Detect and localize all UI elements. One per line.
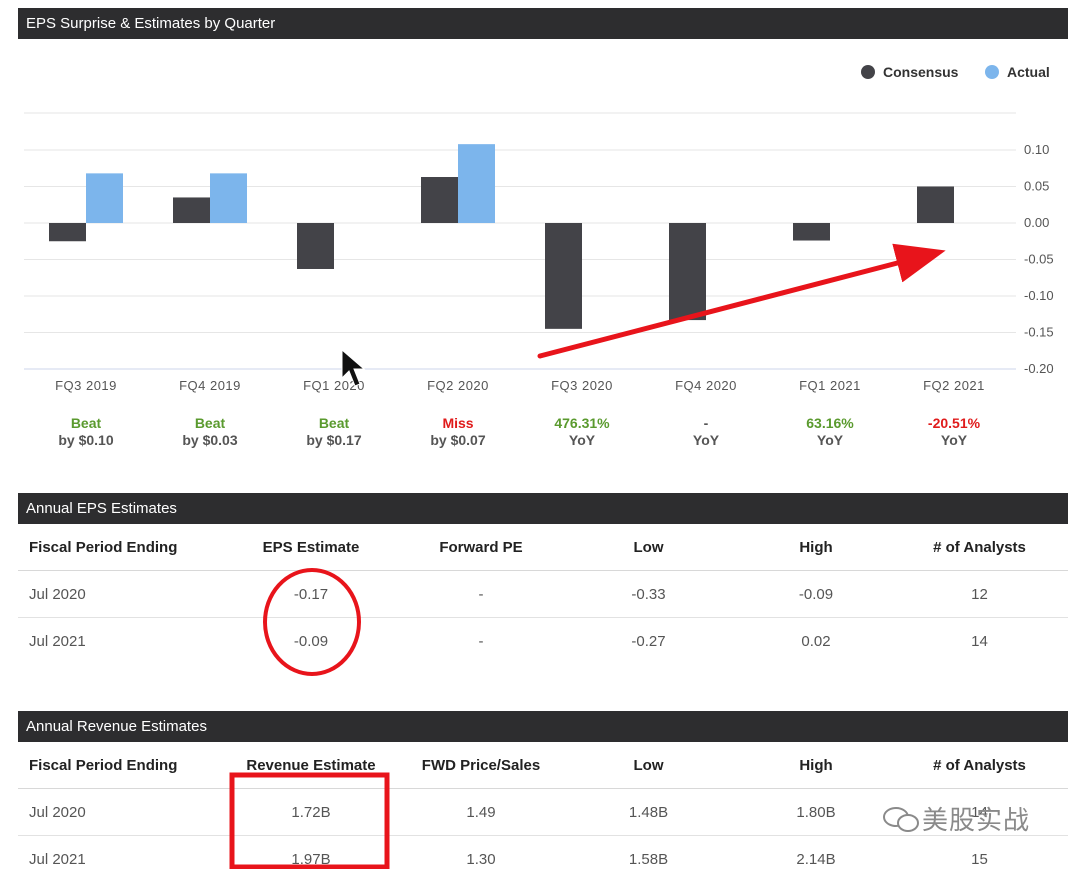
- surprise-detail-label: YoY: [569, 432, 596, 448]
- table-row: Jul 2020 -0.17 - -0.33 -0.09 12: [18, 571, 1068, 618]
- table-cell: 1.97B: [216, 836, 406, 882]
- column-header: Forward PE: [406, 524, 556, 571]
- table-header-row: Fiscal Period Ending Revenue Estimate FW…: [18, 742, 1068, 789]
- surprise-label: Miss: [442, 415, 473, 431]
- column-header: Revenue Estimate: [216, 742, 406, 789]
- x-tick-label: FQ4 2020: [675, 378, 737, 393]
- x-tick-label: FQ3 2020: [551, 378, 613, 393]
- table-cell: 0.02: [741, 618, 891, 665]
- wechat-logo-icon: [882, 805, 922, 835]
- actual-bar: [86, 173, 123, 223]
- table-header-row: Fiscal Period Ending EPS Estimate Forwar…: [18, 524, 1068, 571]
- table-cell: 1.49: [406, 789, 556, 836]
- consensus-bar: [917, 187, 954, 224]
- legend-marker: [861, 65, 875, 79]
- surprise-detail-label: YoY: [693, 432, 720, 448]
- column-header: Low: [556, 742, 741, 789]
- x-tick-label: FQ4 2019: [179, 378, 241, 393]
- table-cell: Jul 2020: [18, 571, 216, 618]
- eps-chart-title: EPS Surprise & Estimates by Quarter: [18, 8, 1068, 39]
- x-tick-label: FQ3 2019: [55, 378, 117, 393]
- surprise-detail-label: YoY: [817, 432, 844, 448]
- eps-chart: 0.10 0.05 0.00 -0.05 -0.10 -0.15 -0.20 FQ3 2019…: [18, 39, 1068, 448]
- consensus-bar: [669, 223, 706, 320]
- x-tick-label: FQ1 2020: [303, 378, 365, 393]
- surprise-detail-label: by $0.03: [182, 432, 237, 448]
- actual-bar: [210, 173, 247, 223]
- table-cell: -: [406, 618, 556, 665]
- consensus-bar: [545, 223, 582, 329]
- y-tick-label: 0.10: [1024, 142, 1049, 157]
- y-tick-label: -0.20: [1024, 361, 1054, 376]
- surprise-label: -20.51%: [928, 415, 981, 431]
- table-cell: -0.17: [216, 571, 406, 618]
- table-cell: 1.30: [406, 836, 556, 882]
- table-cell: Jul 2021: [18, 836, 216, 882]
- revenue-estimates-title: Annual Revenue Estimates: [18, 711, 1068, 742]
- table-row: Jul 2021 -0.09 - -0.27 0.02 14: [18, 618, 1068, 665]
- legend-marker: [985, 65, 999, 79]
- y-tick-label: -0.10: [1024, 288, 1054, 303]
- x-tick-label: FQ2 2020: [427, 378, 489, 393]
- consensus-bar: [49, 223, 86, 241]
- x-tick-label: FQ1 2021: [799, 378, 861, 393]
- surprise-detail-label: by $0.07: [430, 432, 485, 448]
- table-cell: 15: [891, 836, 1068, 882]
- table-cell: 1.72B: [216, 789, 406, 836]
- table-cell: 1.58B: [556, 836, 741, 882]
- legend-label: Consensus: [883, 64, 959, 80]
- x-tick-label: FQ2 2021: [923, 378, 985, 393]
- surprise-label: 476.31%: [554, 415, 610, 431]
- y-tick-label: 0.05: [1024, 179, 1049, 194]
- surprise-detail-label: YoY: [941, 432, 968, 448]
- table-cell: Jul 2021: [18, 618, 216, 665]
- column-header: EPS Estimate: [216, 524, 406, 571]
- table-cell: -0.09: [741, 571, 891, 618]
- surprise-detail-label: by $0.17: [306, 432, 361, 448]
- table-cell: -0.27: [556, 618, 741, 665]
- eps-estimates-table: Fiscal Period Ending EPS Estimate Forwar…: [18, 524, 1068, 664]
- eps-chart-panel: EPS Surprise & Estimates by Quarter 0.10…: [18, 8, 1068, 448]
- consensus-bar: [297, 223, 334, 269]
- table-cell: -: [406, 571, 556, 618]
- column-header: # of Analysts: [891, 742, 1068, 789]
- surprise-label: 63.16%: [806, 415, 854, 431]
- consensus-bar: [421, 177, 458, 223]
- column-header: High: [741, 742, 891, 789]
- surprise-label: Beat: [195, 415, 226, 431]
- column-header: FWD Price/Sales: [406, 742, 556, 789]
- column-header: Low: [556, 524, 741, 571]
- legend-label: Actual: [1007, 64, 1050, 80]
- table-cell: -0.09: [216, 618, 406, 665]
- y-tick-label: -0.15: [1024, 325, 1054, 340]
- table-row: Jul 2021 1.97B 1.30 1.58B 2.14B 15: [18, 836, 1068, 882]
- table-cell: Jul 2020: [18, 789, 216, 836]
- column-header: Fiscal Period Ending: [18, 742, 216, 789]
- column-header: # of Analysts: [891, 524, 1068, 571]
- watermark: 美股实战: [882, 800, 1030, 837]
- table-cell: 1.48B: [556, 789, 741, 836]
- watermark-text: 美股实战: [922, 806, 1030, 836]
- y-tick-label: -0.05: [1024, 252, 1054, 267]
- table-cell: 14: [891, 618, 1068, 665]
- surprise-label: Beat: [319, 415, 350, 431]
- surprise-label: -: [704, 415, 709, 431]
- column-header: Fiscal Period Ending: [18, 524, 216, 571]
- table-cell: 12: [891, 571, 1068, 618]
- eps-estimates-title: Annual EPS Estimates: [18, 493, 1068, 524]
- column-header: High: [741, 524, 891, 571]
- table-cell: 2.14B: [741, 836, 891, 882]
- y-tick-label: 0.00: [1024, 215, 1049, 230]
- table-cell: 1.80B: [741, 789, 891, 836]
- consensus-bar: [793, 223, 830, 241]
- table-cell: -0.33: [556, 571, 741, 618]
- consensus-bar: [173, 197, 210, 223]
- surprise-detail-label: by $0.10: [58, 432, 113, 448]
- actual-bar: [458, 144, 495, 223]
- surprise-label: Beat: [71, 415, 102, 431]
